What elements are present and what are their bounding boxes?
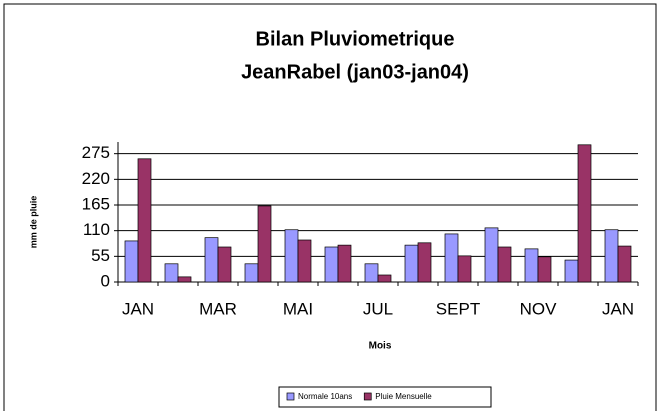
bar bbox=[457, 255, 472, 283]
bar bbox=[204, 237, 219, 283]
bar bbox=[284, 229, 299, 283]
bar bbox=[364, 263, 379, 283]
bar bbox=[137, 158, 152, 283]
bar bbox=[337, 244, 352, 283]
x-tick-label: JAN bbox=[602, 299, 634, 318]
bar bbox=[124, 240, 139, 283]
bar bbox=[217, 246, 232, 283]
y-tick-label: 0 bbox=[101, 271, 110, 290]
bar bbox=[497, 246, 512, 283]
x-tick-label: NOV bbox=[520, 299, 558, 318]
bar bbox=[564, 259, 579, 283]
bar bbox=[484, 227, 499, 283]
y-tick-label: 165 bbox=[82, 194, 110, 213]
chart-border bbox=[3, 3, 657, 411]
bar bbox=[417, 242, 432, 283]
legend-label: Normale 10ans bbox=[298, 392, 352, 401]
bar bbox=[377, 274, 392, 283]
bar bbox=[297, 239, 312, 283]
x-tick-label: JAN bbox=[122, 299, 154, 318]
bar bbox=[324, 246, 339, 283]
legend-label: Pluie Mensuelle bbox=[375, 392, 432, 401]
x-tick-label: MAI bbox=[283, 299, 313, 318]
y-tick-label: 220 bbox=[82, 169, 110, 188]
bar bbox=[404, 244, 419, 283]
bar bbox=[604, 229, 619, 283]
legend-swatch bbox=[286, 392, 295, 401]
bar bbox=[257, 205, 272, 283]
x-tick-label: JUL bbox=[363, 299, 393, 318]
bar bbox=[177, 276, 192, 283]
legend-box bbox=[278, 386, 492, 408]
y-tick-label: 110 bbox=[83, 220, 110, 239]
chart-title: JeanRabel (jan03-jan04) bbox=[241, 61, 469, 83]
bar bbox=[244, 263, 259, 283]
x-tick-label: MAR bbox=[199, 299, 237, 318]
chart-title: Bilan Pluviometrique bbox=[256, 28, 455, 50]
bar bbox=[164, 263, 179, 283]
x-tick-label: SEPT bbox=[436, 299, 480, 318]
bar bbox=[524, 248, 539, 283]
bar bbox=[617, 245, 632, 283]
bar bbox=[577, 144, 592, 283]
y-tick-label: 275 bbox=[82, 143, 110, 162]
y-tick-label: 55 bbox=[91, 246, 110, 265]
x-axis-label: Mois bbox=[369, 341, 392, 352]
legend-swatch bbox=[363, 392, 372, 401]
y-axis-label: mm de pluie bbox=[28, 196, 38, 249]
bar bbox=[444, 233, 459, 283]
bar bbox=[537, 256, 552, 283]
